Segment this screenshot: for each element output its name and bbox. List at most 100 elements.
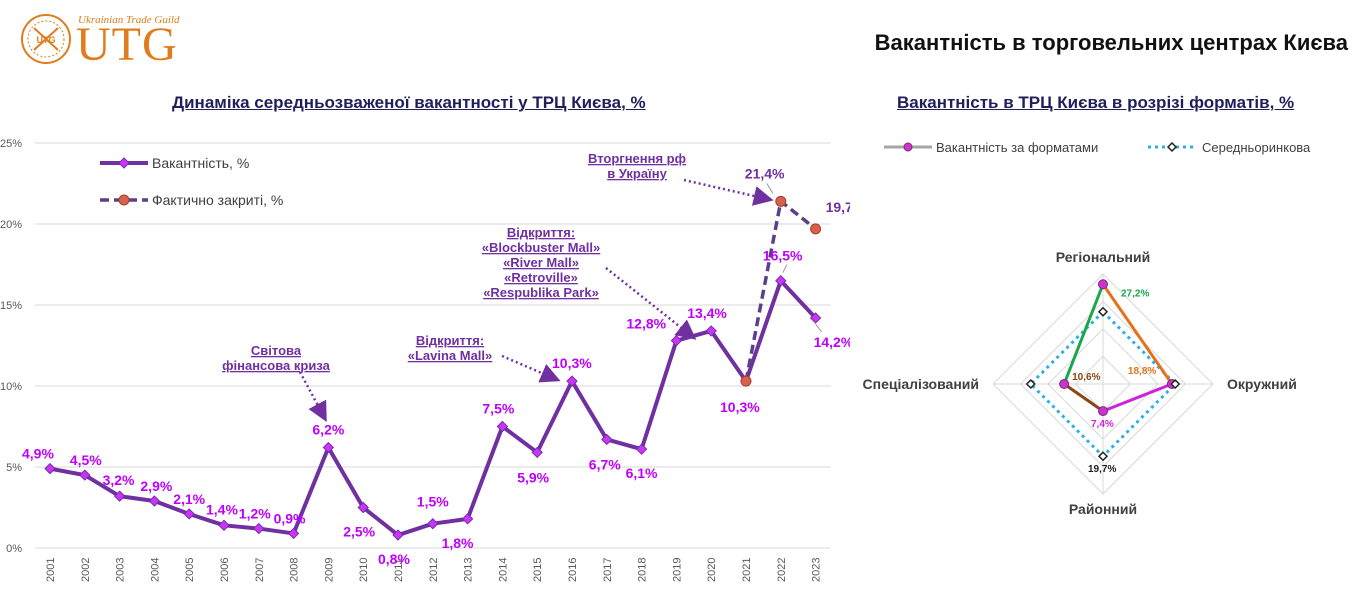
x-tick-label: 2008 bbox=[289, 558, 301, 582]
vacancy-data-label: 7,5% bbox=[482, 401, 514, 417]
radar-legend: Вакантність за форматами Середньоринкова bbox=[884, 140, 1311, 155]
vacancy-data-label: 2,5% bbox=[343, 524, 375, 540]
x-tick-label: 2020 bbox=[706, 558, 718, 582]
y-tick-label: 25% bbox=[0, 138, 22, 150]
radar-axis-label: Регіональний bbox=[1056, 249, 1150, 265]
label-leader-line bbox=[782, 264, 788, 273]
x-tick-label: 2015 bbox=[532, 558, 544, 582]
x-tick-label: 2006 bbox=[219, 558, 231, 582]
vacancy-data-label: 6,7% bbox=[589, 456, 621, 472]
x-tick-label: 2001 bbox=[45, 558, 57, 582]
radar-format-label: 27,2% bbox=[1121, 288, 1149, 299]
annotation-arrow bbox=[605, 267, 697, 340]
radar-format-label: 7,4% bbox=[1091, 419, 1114, 430]
label-leader-line bbox=[766, 183, 774, 194]
annotation-text: в Україну bbox=[607, 166, 667, 181]
vacancy-point bbox=[461, 513, 474, 525]
radar-chart-title: Вакантність в ТРЦ Києва в розрізі формат… bbox=[897, 93, 1295, 112]
legend-marker-avg bbox=[1166, 141, 1178, 153]
vacancy-data-label: 10,3% bbox=[720, 399, 760, 415]
radar-chart: Регіональний Окружний Районний Спеціалізова… bbox=[863, 140, 1312, 517]
radar-format-label: 10,6% bbox=[1072, 372, 1100, 383]
annotation-text: «Respublika Park» bbox=[483, 285, 599, 300]
vacancy-point bbox=[183, 508, 195, 520]
annotation-text: «River Mall» bbox=[503, 255, 579, 270]
legend-label-closed: Фактично закриті, % bbox=[152, 192, 283, 208]
vacancy-data-label: 10,3% bbox=[552, 355, 592, 371]
radar-format-point bbox=[1098, 406, 1108, 417]
radar-avg-label: 19,7% bbox=[1088, 464, 1116, 475]
vacancy-point bbox=[44, 462, 56, 475]
radar-axis-label: Районний bbox=[1069, 501, 1137, 517]
closed-point bbox=[775, 195, 787, 207]
legend-label-formats: Вакантність за форматами bbox=[936, 140, 1098, 155]
y-tick-label: 5% bbox=[6, 462, 22, 474]
annotation-arrow bbox=[683, 178, 774, 206]
x-tick-label: 2002 bbox=[80, 558, 92, 582]
x-tick-label: 2017 bbox=[602, 558, 614, 582]
utg-logo: UTG Ukrainian Trade Guild UTG bbox=[20, 8, 210, 70]
x-tick-label: 2011 bbox=[393, 558, 405, 582]
vacancy-point bbox=[287, 527, 300, 540]
legend-marker-vacancy bbox=[118, 157, 130, 169]
vacancy-point bbox=[79, 469, 91, 481]
vacancy-data-label: 1,2% bbox=[239, 506, 271, 522]
vacancy-data-label: 4,5% bbox=[70, 452, 102, 468]
vacancy-point bbox=[635, 443, 648, 455]
vacancy-data-label: 3,2% bbox=[103, 472, 135, 488]
closed-data-label: 21,4% bbox=[745, 165, 785, 181]
logo-utg-text: UTG bbox=[76, 18, 178, 71]
annotation-text: фінансова криза bbox=[222, 358, 330, 373]
y-tick-label: 10% bbox=[0, 381, 22, 393]
vacancy-point bbox=[253, 522, 265, 535]
vacancy-data-label: 4,9% bbox=[22, 446, 54, 462]
radar-format-point bbox=[1059, 379, 1070, 389]
vacancy-point bbox=[148, 495, 161, 507]
logo-seal-text: UTG bbox=[37, 35, 56, 45]
radar-avg-point bbox=[1097, 451, 1109, 462]
vacancy-data-label: 6,1% bbox=[626, 465, 658, 481]
vacancy-data-label: 5,9% bbox=[517, 469, 549, 485]
utg-seal-icon: UTG bbox=[21, 14, 71, 64]
radar-avg-point bbox=[1097, 306, 1109, 317]
legend-label-vacancy: Вакантність, % bbox=[152, 155, 249, 171]
annotation-text: Світова bbox=[251, 343, 302, 358]
vacancy-point bbox=[705, 325, 717, 337]
vacancy-data-label: 0,9% bbox=[274, 510, 306, 526]
x-tick-label: 2010 bbox=[358, 558, 370, 582]
vacancy-data-label: 14,2% bbox=[814, 334, 850, 350]
radar-axis-label: Окружний bbox=[1227, 376, 1297, 392]
annotation-2022: Вторгнення рфв Україну bbox=[588, 151, 774, 206]
vacancy-data-label: 0,8% bbox=[378, 551, 410, 567]
x-tick-label: 2013 bbox=[463, 558, 475, 582]
radar-axis-label: Спеціалізований bbox=[863, 376, 979, 392]
radar-format-segment bbox=[1063, 382, 1104, 413]
legend-marker-closed bbox=[118, 194, 130, 206]
x-tick-label: 2019 bbox=[671, 558, 683, 582]
annotation-2019: Відкриття:«Blockbuster Mall»«River Mall»… bbox=[482, 225, 697, 340]
vacancy-point bbox=[531, 446, 543, 459]
x-tick-label: 2003 bbox=[115, 558, 127, 582]
radar-format-segment bbox=[1062, 283, 1105, 385]
x-tick-label: 2007 bbox=[254, 558, 266, 582]
annotation-text: Відкриття: bbox=[507, 225, 575, 240]
x-tick-label: 2023 bbox=[811, 558, 823, 582]
legend-marker-formats bbox=[903, 142, 913, 152]
annotation-text: Відкриття: bbox=[416, 333, 484, 348]
x-tick-label: 2014 bbox=[497, 558, 509, 582]
closed-point bbox=[810, 223, 822, 235]
vacancy-data-label: 2,1% bbox=[173, 491, 205, 507]
vacancy-data-label: 13,4% bbox=[687, 305, 727, 321]
line-chart-title: Динаміка середньозваженої вакантності у … bbox=[172, 93, 646, 112]
annotation-text: «Lavina Mall» bbox=[408, 348, 493, 363]
y-tick-label: 20% bbox=[0, 219, 22, 231]
radar-format-segment bbox=[1102, 382, 1173, 413]
vacancy-point bbox=[809, 312, 822, 324]
x-tick-label: 2005 bbox=[184, 558, 196, 582]
annotation-arrow bbox=[501, 354, 561, 383]
page-title: Вакантність в торговельних центрах Києва bbox=[874, 30, 1348, 55]
vacancy-data-label: 6,2% bbox=[312, 422, 344, 438]
vacancy-data-label: 12,8% bbox=[626, 316, 666, 332]
x-tick-label: 2004 bbox=[149, 558, 161, 582]
